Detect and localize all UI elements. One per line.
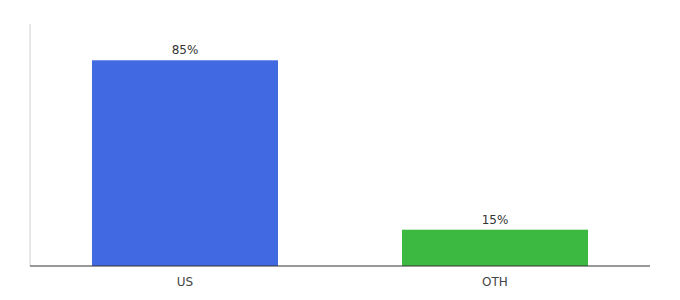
x-axis-line [30, 266, 650, 267]
bar [92, 60, 278, 266]
x-tick-label: US [177, 275, 193, 289]
chart-svg: 85% 15% US OTH [0, 0, 680, 300]
chart-container: 85% 15% US OTH [0, 0, 680, 300]
data-label: 85% [172, 43, 199, 57]
bars [92, 60, 588, 266]
x-tick-label: OTH [482, 275, 508, 289]
plot-area: 85% 15% US OTH [30, 24, 650, 289]
data-label: 15% [482, 213, 509, 227]
y-range-line [30, 24, 31, 266]
bar [402, 230, 588, 266]
